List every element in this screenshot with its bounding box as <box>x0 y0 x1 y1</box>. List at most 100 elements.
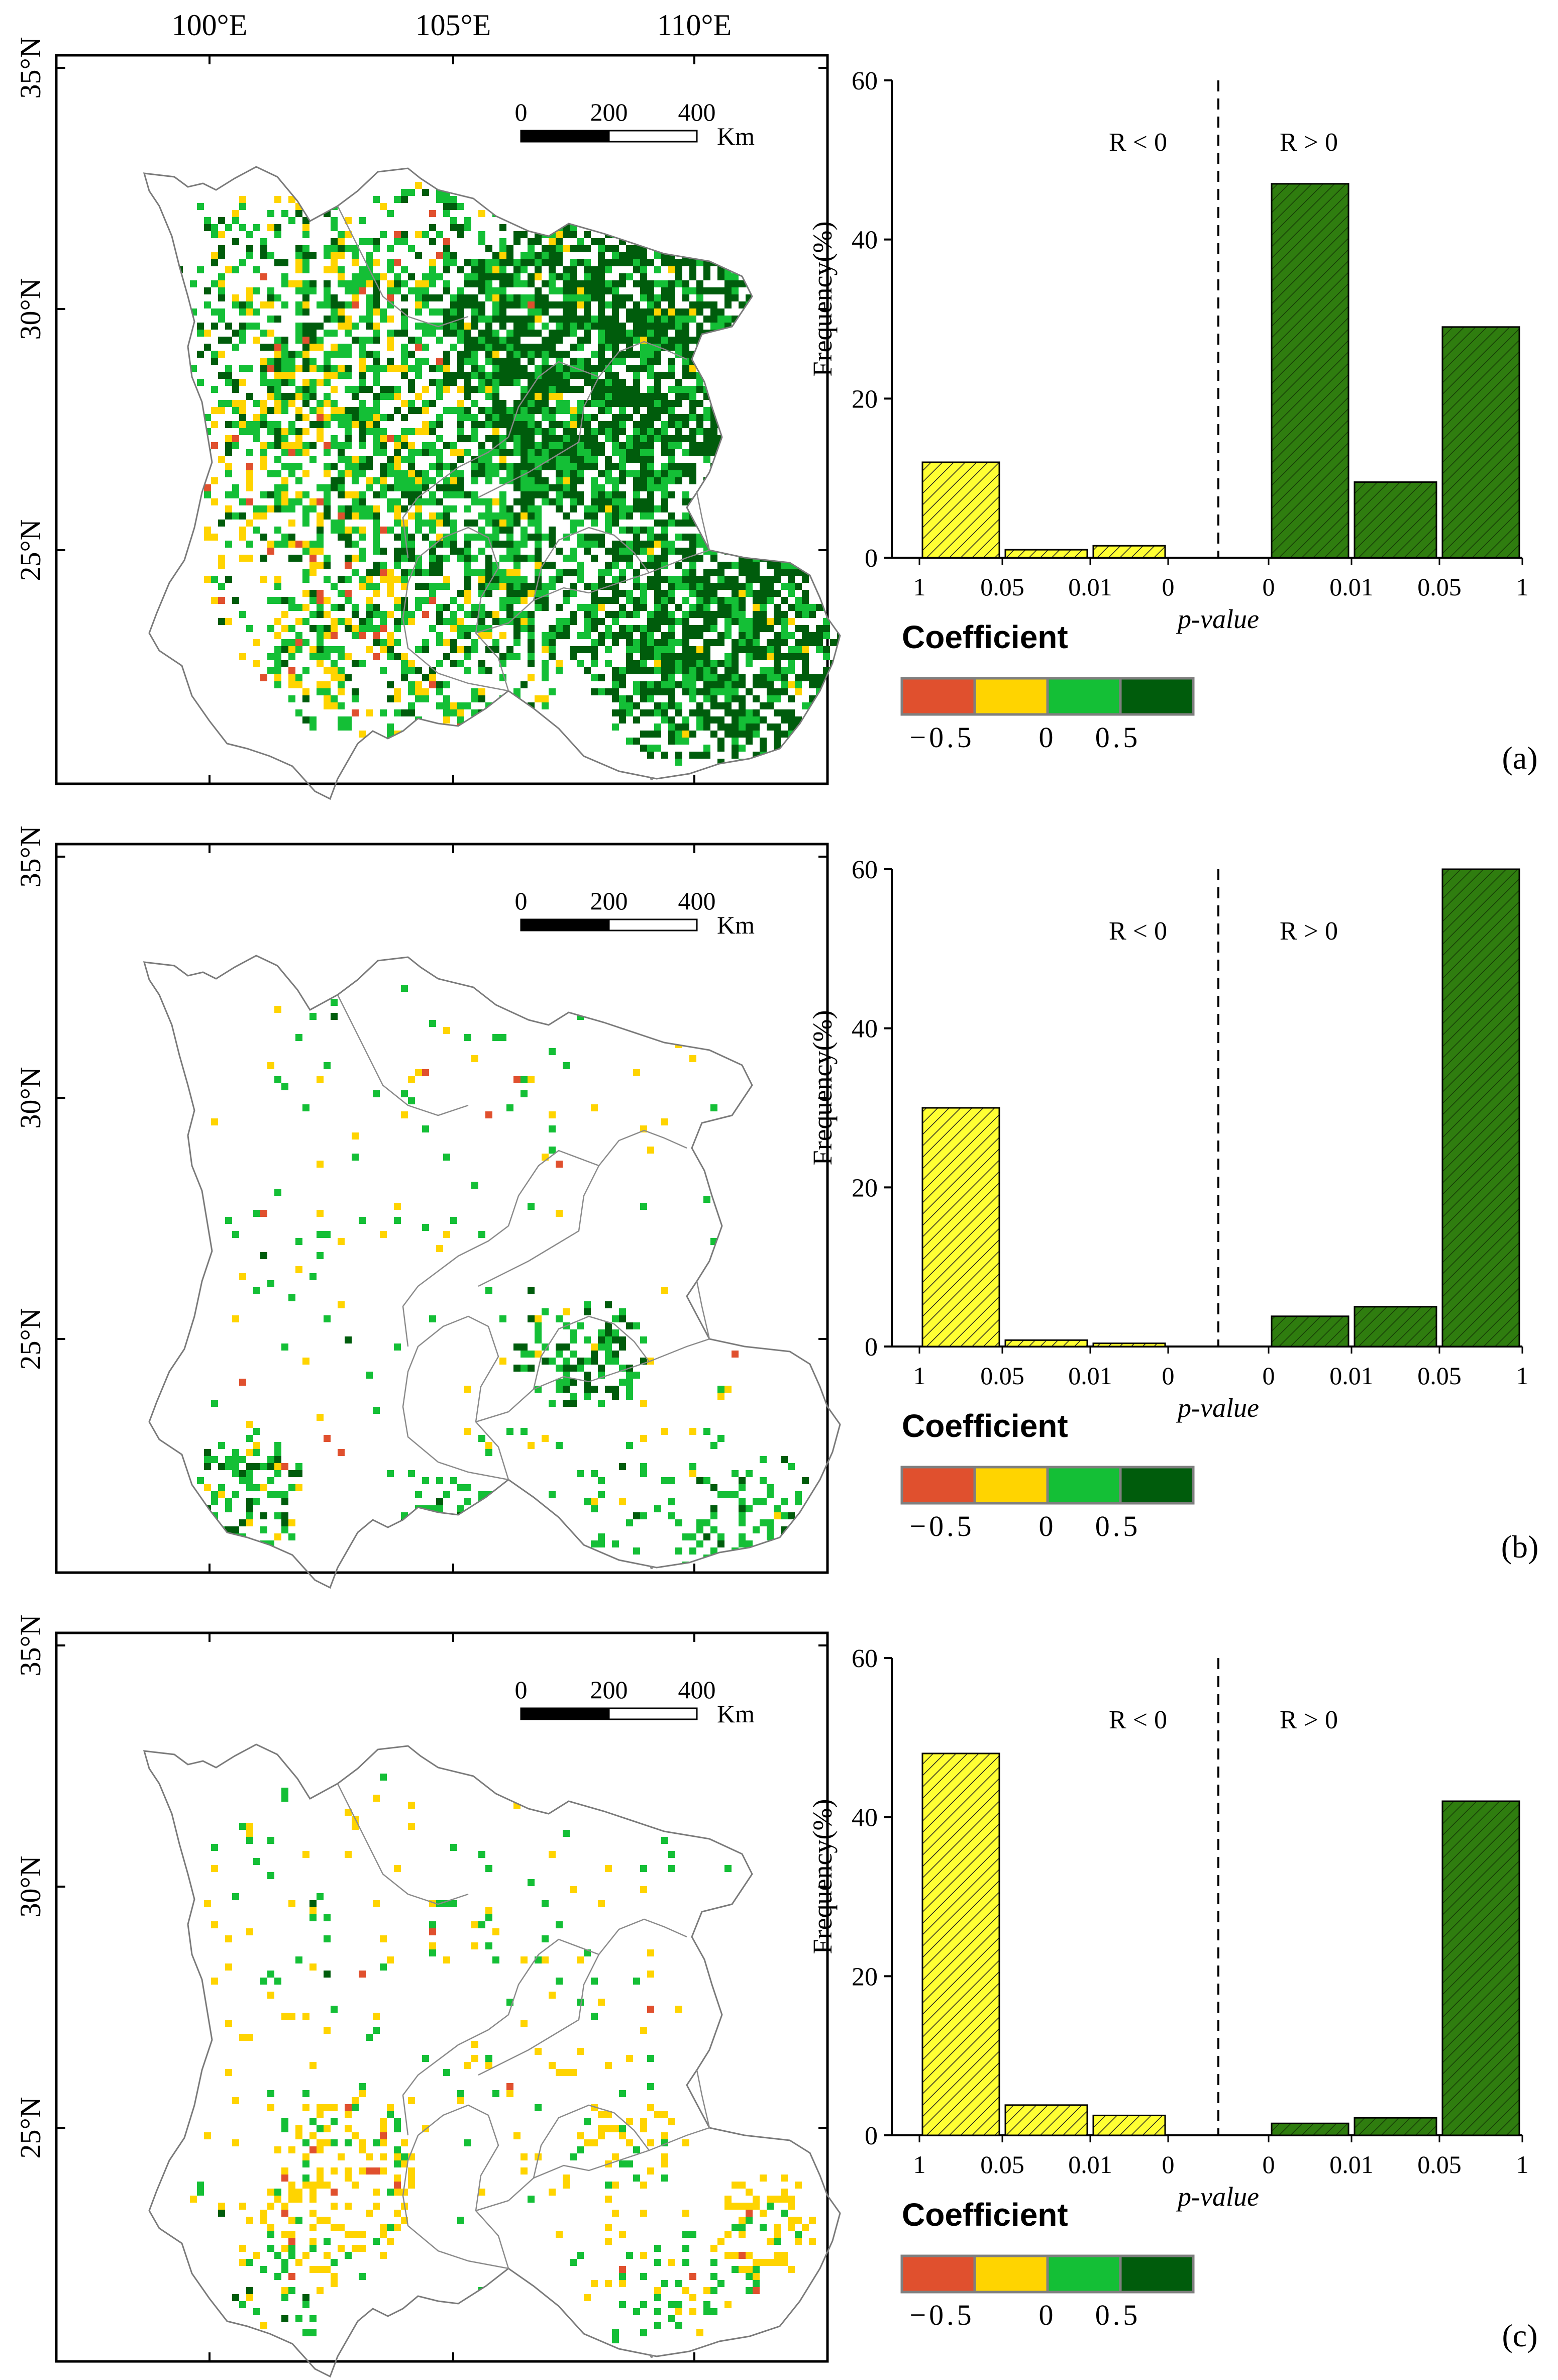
pixel <box>675 702 682 709</box>
pixel <box>499 463 506 470</box>
pixel <box>633 365 640 372</box>
pixel <box>324 498 331 505</box>
pixel <box>232 484 239 491</box>
pixel <box>317 337 324 344</box>
pixel <box>612 590 619 597</box>
pixel <box>598 632 605 639</box>
pixel <box>521 407 528 414</box>
pixel <box>732 695 739 702</box>
pixel <box>408 1097 415 1104</box>
bar-neg-1 <box>1004 549 1088 559</box>
pixel <box>584 667 591 674</box>
pixel <box>668 688 675 695</box>
pixel <box>633 738 640 745</box>
pixel <box>253 639 260 646</box>
pixel <box>528 456 535 463</box>
pixel <box>513 1343 521 1351</box>
pixel <box>774 731 781 738</box>
pixel <box>267 1280 274 1287</box>
pixel <box>436 470 443 477</box>
pixel <box>549 435 556 442</box>
pixel <box>605 393 612 400</box>
pixel <box>598 316 605 323</box>
pixel <box>577 604 584 611</box>
pixel <box>246 1928 253 1935</box>
pixel <box>528 484 535 491</box>
pixel <box>563 294 570 301</box>
pixel <box>345 527 352 534</box>
pixel <box>373 196 380 203</box>
pixel <box>647 449 654 456</box>
pixel <box>331 294 338 301</box>
pixel <box>668 323 675 330</box>
pixel <box>591 660 598 667</box>
pixel <box>542 667 549 674</box>
pixel <box>380 625 387 632</box>
pixel <box>746 646 753 653</box>
pixel <box>204 224 211 231</box>
pixel <box>464 646 471 653</box>
pixel <box>535 456 542 463</box>
pixel <box>232 1456 239 1463</box>
pixel <box>457 2090 464 2097</box>
pixel <box>732 667 739 674</box>
pixel <box>359 512 366 520</box>
pixel <box>204 217 211 224</box>
pixel <box>696 449 703 456</box>
pixel <box>352 541 359 548</box>
pixel <box>401 576 408 583</box>
pixel <box>443 351 450 358</box>
pixel <box>612 1351 619 1358</box>
pixel <box>513 569 521 576</box>
pixel <box>246 294 253 301</box>
pixel <box>267 442 274 449</box>
pixel <box>394 393 401 400</box>
pixel <box>661 1428 668 1435</box>
pixel <box>640 2118 647 2125</box>
pixel <box>584 365 591 372</box>
pixel <box>281 2013 288 2020</box>
pixel <box>338 470 345 477</box>
pixel <box>352 1132 359 1140</box>
pixel <box>443 1231 450 1238</box>
pixel <box>556 660 563 667</box>
pixel <box>675 1547 682 1555</box>
pixel <box>506 358 513 365</box>
pixel <box>605 280 612 287</box>
pixel <box>626 702 633 709</box>
pixel <box>528 1442 535 1449</box>
pixel <box>556 1379 563 1386</box>
pixel <box>324 1435 331 1442</box>
pixel <box>717 287 724 294</box>
pixel <box>633 1372 640 1379</box>
pixel <box>352 695 359 702</box>
pixel <box>570 435 577 442</box>
pixel <box>577 337 584 344</box>
pixel <box>598 639 605 646</box>
pixel <box>197 330 204 337</box>
pixel <box>331 2224 338 2231</box>
pixel <box>549 456 556 463</box>
pixel <box>788 723 795 731</box>
pixel <box>542 674 549 681</box>
pixel <box>422 344 429 351</box>
pixel <box>682 365 689 372</box>
pixel <box>640 512 647 520</box>
pixel <box>802 660 809 667</box>
pixel <box>802 674 809 681</box>
pixel <box>394 505 401 512</box>
pixel <box>239 414 246 421</box>
pixel <box>232 1463 239 1470</box>
pixel <box>647 695 654 702</box>
pixel <box>654 2245 661 2252</box>
pixel <box>837 372 840 379</box>
pixel <box>394 2189 401 2196</box>
pixel <box>703 316 710 323</box>
pixel <box>281 301 288 308</box>
pixel <box>732 618 739 625</box>
pixel <box>640 421 647 428</box>
pixel <box>556 316 563 323</box>
pixel <box>788 716 795 723</box>
pixel <box>211 442 218 449</box>
pixel <box>710 1442 717 1449</box>
